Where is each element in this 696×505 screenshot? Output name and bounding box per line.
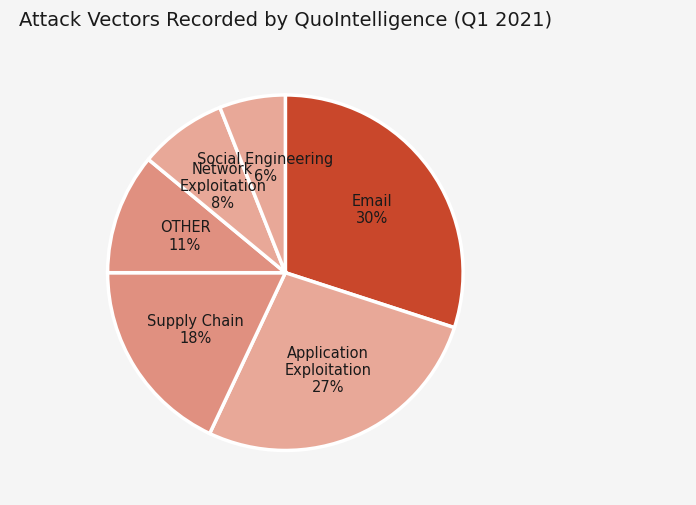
Text: Social Engineering
6%: Social Engineering 6%: [197, 152, 333, 184]
Wedge shape: [285, 95, 463, 328]
Wedge shape: [220, 95, 285, 273]
Wedge shape: [108, 273, 285, 433]
Text: Network
Exploitation
8%: Network Exploitation 8%: [179, 162, 266, 211]
Wedge shape: [148, 108, 285, 273]
Wedge shape: [209, 273, 454, 450]
Title: Attack Vectors Recorded by QuoIntelligence (Q1 2021): Attack Vectors Recorded by QuoIntelligen…: [19, 11, 552, 29]
Text: OTHER
11%: OTHER 11%: [159, 220, 210, 253]
Text: Email
30%: Email 30%: [351, 194, 392, 226]
Wedge shape: [108, 160, 285, 273]
Text: Application
Exploitation
27%: Application Exploitation 27%: [284, 346, 371, 395]
Text: Supply Chain
18%: Supply Chain 18%: [147, 314, 244, 346]
